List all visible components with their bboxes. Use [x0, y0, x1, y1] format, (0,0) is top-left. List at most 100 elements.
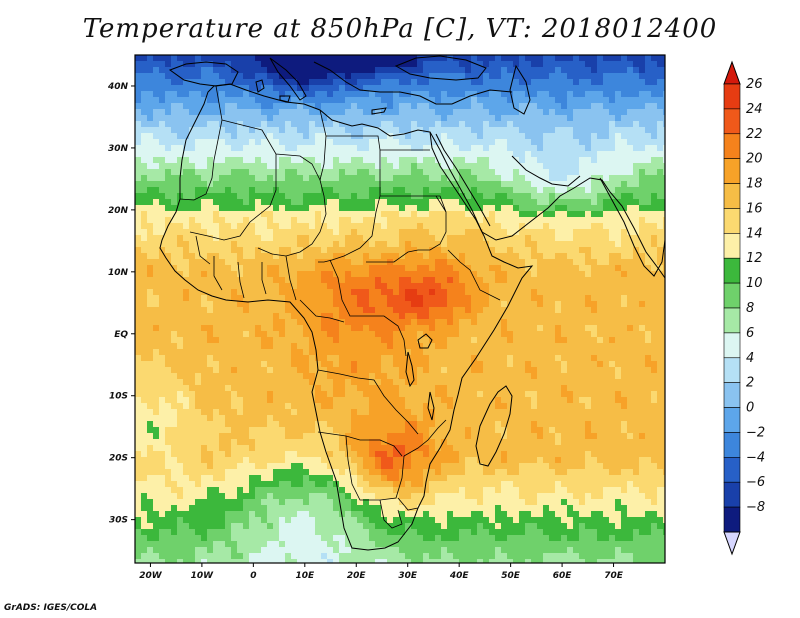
field-cell: [441, 211, 448, 218]
field-cell: [261, 199, 268, 206]
field-cell: [165, 499, 172, 506]
field-cell: [147, 559, 154, 563]
field-cell: [243, 523, 250, 530]
field-cell: [153, 373, 160, 380]
field-cell: [399, 319, 406, 326]
field-cell: [321, 493, 328, 500]
field-cell: [153, 283, 160, 290]
field-cell: [477, 325, 484, 332]
field-cell: [213, 463, 220, 470]
field-cell: [135, 547, 142, 554]
field-cell: [225, 373, 232, 380]
field-cell: [219, 457, 226, 464]
field-cell: [153, 313, 160, 320]
field-cell: [249, 85, 256, 92]
field-cell: [459, 361, 466, 368]
field-cell: [213, 199, 220, 206]
field-cell: [429, 367, 436, 374]
field-cell: [183, 139, 190, 146]
field-cell: [201, 481, 208, 488]
field-cell: [267, 79, 274, 86]
field-cell: [483, 151, 490, 158]
field-cell: [183, 391, 190, 398]
field-cell: [435, 505, 442, 512]
field-cell: [279, 247, 286, 254]
field-cell: [423, 475, 430, 482]
field-cell: [135, 67, 142, 74]
field-cell: [147, 193, 154, 200]
field-cell: [171, 451, 178, 458]
field-cell: [231, 319, 238, 326]
field-cell: [453, 157, 460, 164]
field-cell: [243, 541, 250, 548]
field-cell: [411, 535, 418, 542]
field-cell: [297, 289, 304, 296]
field-cell: [225, 265, 232, 272]
field-cell: [243, 127, 250, 134]
field-cell: [225, 355, 232, 362]
field-cell: [399, 529, 406, 536]
field-cell: [357, 163, 364, 170]
field-cell: [399, 481, 406, 488]
field-cell: [285, 337, 292, 344]
field-cell: [189, 109, 196, 116]
field-cell: [225, 559, 232, 563]
field-cell: [135, 511, 142, 518]
field-cell: [399, 217, 406, 224]
field-cell: [411, 85, 418, 92]
field-cell: [351, 253, 358, 260]
field-cell: [453, 181, 460, 188]
field-cell: [381, 475, 388, 482]
field-cell: [165, 355, 172, 362]
field-cell: [483, 373, 490, 380]
field-cell: [195, 427, 202, 434]
field-cell: [135, 223, 142, 230]
field-cell: [255, 505, 262, 512]
field-cell: [219, 553, 226, 560]
field-cell: [393, 451, 400, 458]
field-cell: [237, 73, 244, 80]
field-cell: [201, 133, 208, 140]
field-cell: [369, 283, 376, 290]
field-cell: [171, 391, 178, 398]
field-cell: [147, 289, 154, 296]
field-cell: [303, 247, 310, 254]
field-cell: [303, 295, 310, 302]
field-cell: [243, 199, 250, 206]
field-cell: [375, 247, 382, 254]
field-cell: [273, 295, 280, 302]
field-cell: [279, 127, 286, 134]
field-cell: [255, 379, 262, 386]
field-cell: [177, 493, 184, 500]
field-cell: [159, 223, 166, 230]
field-cell: [339, 145, 346, 152]
field-cell: [447, 511, 454, 518]
field-cell: [411, 349, 418, 356]
field-cell: [465, 343, 472, 350]
field-cell: [363, 397, 370, 404]
field-cell: [159, 397, 166, 404]
field-cell: [267, 325, 274, 332]
field-cell: [279, 169, 286, 176]
field-cell: [459, 145, 466, 152]
field-cell: [363, 235, 370, 242]
field-cell: [225, 361, 232, 368]
field-cell: [189, 487, 196, 494]
field-cell: [219, 547, 226, 554]
field-cell: [225, 151, 232, 158]
field-cell: [399, 463, 406, 470]
field-cell: [387, 169, 394, 176]
field-cell: [201, 343, 208, 350]
field-cell: [225, 169, 232, 176]
field-cell: [279, 145, 286, 152]
field-cell: [207, 397, 214, 404]
field-cell: [333, 193, 340, 200]
field-cell: [243, 343, 250, 350]
field-cell: [405, 277, 412, 284]
field-cell: [345, 391, 352, 398]
field-cell: [381, 391, 388, 398]
field-cell: [153, 505, 160, 512]
field-cell: [459, 277, 466, 284]
field-cell: [477, 373, 484, 380]
field-cell: [351, 277, 358, 284]
